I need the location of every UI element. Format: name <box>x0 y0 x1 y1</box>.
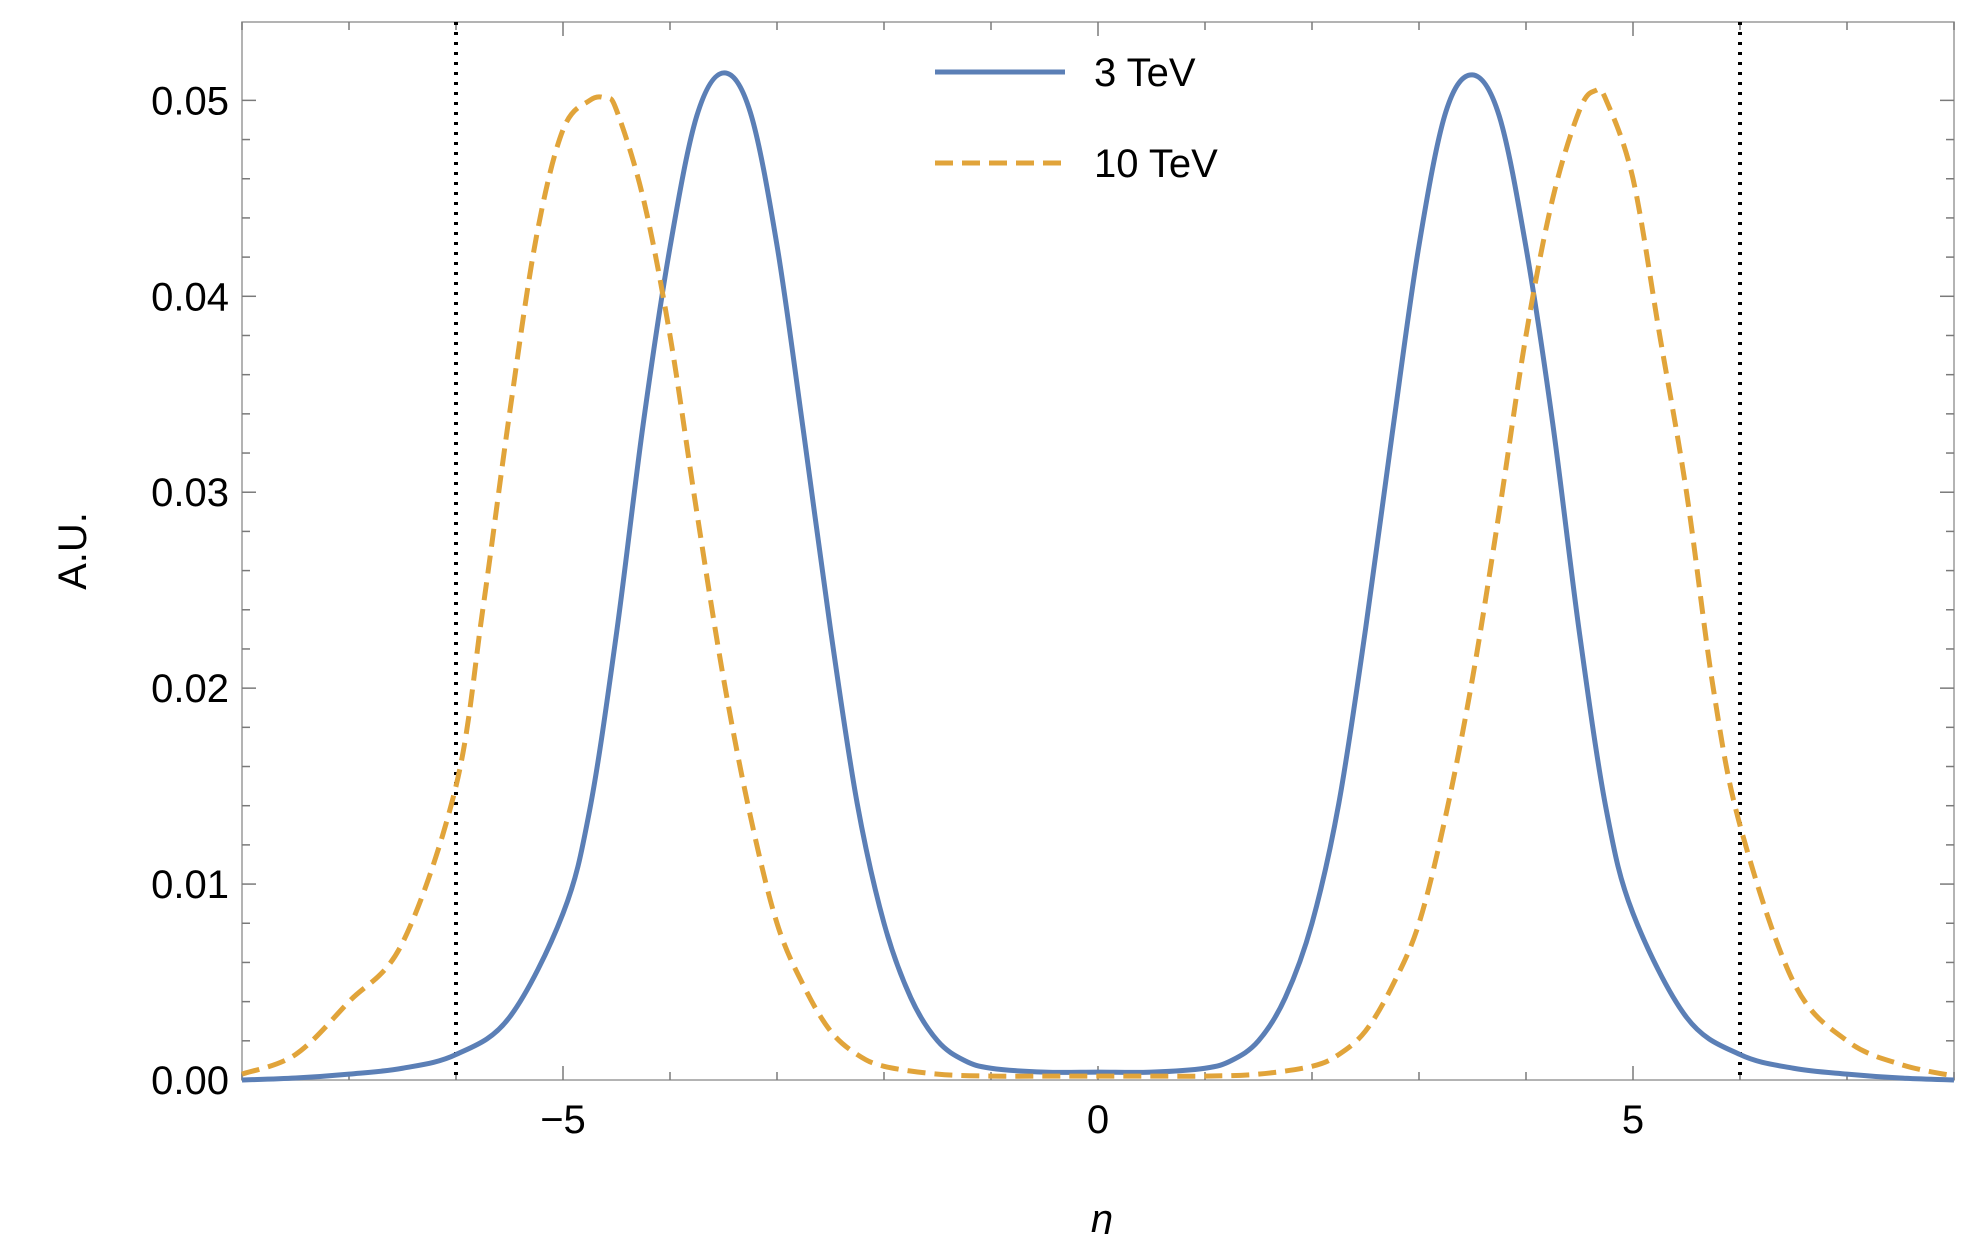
reference-lines <box>454 22 1742 1080</box>
y-tick-label: 0.01 <box>151 863 229 907</box>
x-tick-label: 0 <box>1087 1098 1109 1142</box>
y-tick-label: 0.04 <box>151 275 229 319</box>
series-line-3-tev <box>241 70 1955 1083</box>
x-tick-labels: −5 0 5 <box>540 1098 1644 1142</box>
tick-marks <box>241 22 1955 1081</box>
y-tick-labels: 0.00 0.01 0.02 0.03 0.04 0.05 <box>151 79 229 1103</box>
y-tick-label: 0.02 <box>151 667 229 711</box>
y-tick-label: 0.00 <box>151 1059 229 1103</box>
y-tick-label: 0.03 <box>151 471 229 515</box>
series-layer <box>241 70 1955 1083</box>
y-tick-label: 0.05 <box>151 79 229 123</box>
x-tick-label: 5 <box>1622 1098 1644 1142</box>
x-tick-label: −5 <box>540 1098 586 1142</box>
y-axis-title: A.U. <box>51 512 95 590</box>
series-line-10-tev <box>241 86 1955 1079</box>
legend: 3 TeV 10 TeV <box>935 51 1218 186</box>
x-axis-title: η <box>1091 1197 1113 1234</box>
legend-label-3tev: 3 TeV <box>1094 51 1196 95</box>
legend-label-10tev: 10 TeV <box>1094 142 1218 186</box>
